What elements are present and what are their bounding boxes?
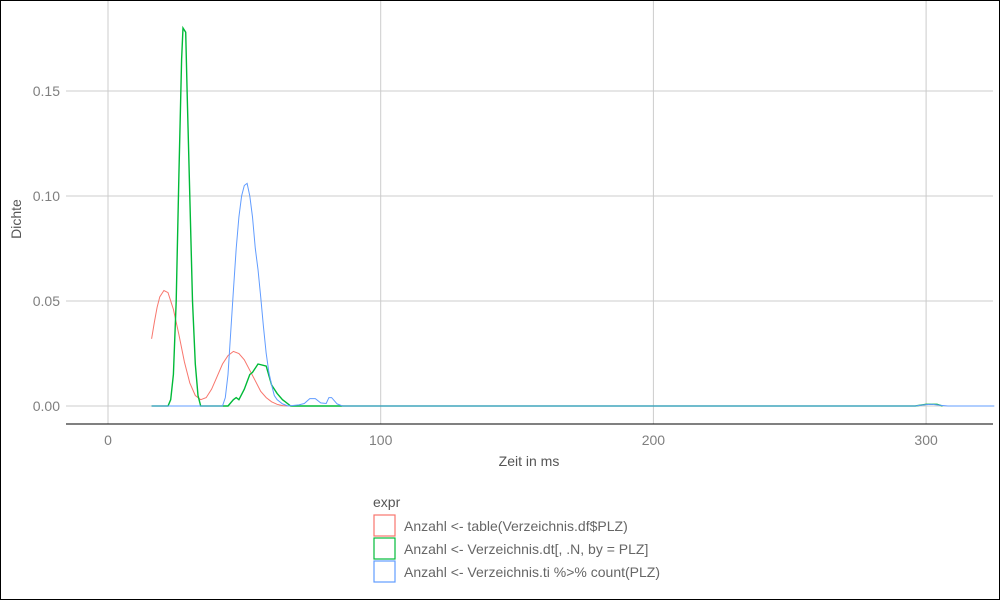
y-ticks: 0.00 0.05 0.10 0.15 — [33, 83, 60, 414]
x-tick-label: 100 — [369, 432, 393, 448]
x-tick-label: 200 — [642, 432, 666, 448]
y-tick-label: 0.10 — [33, 188, 60, 204]
legend-key-1 — [373, 514, 396, 537]
x-tick-label: 300 — [914, 432, 938, 448]
legend-label-2: Anzahl <- Verzeichnis.dt[, .N, by = PLZ] — [404, 541, 648, 557]
legend-label-1: Anzahl <- table(Verzeichnis.df$PLZ) — [404, 518, 628, 534]
y-tick-label: 0.00 — [33, 398, 60, 414]
density-line-3 — [151, 182, 995, 407]
series-lines — [151, 25, 995, 407]
x-ticks: 0 100 200 300 — [104, 432, 938, 448]
legend-label-3: Anzahl <- Verzeichnis.ti %>% count(PLZ) — [404, 564, 660, 580]
grid — [66, 1, 993, 424]
y-tick-label: 0.15 — [33, 83, 60, 99]
y-tick-label: 0.05 — [33, 293, 60, 309]
density-line-2 — [151, 25, 943, 407]
legend-key-3 — [373, 560, 396, 583]
y-axis-label: Dichte — [8, 199, 24, 239]
legend-title: expr — [373, 494, 401, 510]
density-line-1 — [151, 289, 289, 407]
legend: Anzahl <- table(Verzeichnis.df$PLZ) Anzah… — [373, 514, 660, 583]
x-axis-label: Zeit in ms — [499, 453, 560, 469]
legend-key-2 — [373, 537, 396, 560]
x-tick-label: 0 — [104, 432, 112, 448]
